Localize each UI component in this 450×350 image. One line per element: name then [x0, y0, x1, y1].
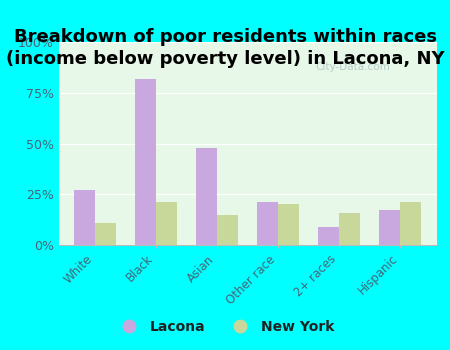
Bar	[74, 190, 95, 245]
Bar	[135, 78, 156, 245]
Bar	[378, 210, 400, 245]
Bar	[196, 148, 217, 245]
Bar	[156, 202, 177, 245]
Text: Breakdown of poor residents within races
(income below poverty level) in Lacona,: Breakdown of poor residents within races…	[6, 28, 444, 68]
Bar	[256, 202, 278, 245]
Bar	[318, 227, 339, 245]
Bar	[400, 202, 421, 245]
Legend: Lacona, New York: Lacona, New York	[110, 314, 340, 340]
Bar	[95, 223, 117, 245]
Bar	[278, 204, 299, 245]
Bar	[217, 215, 239, 245]
Text: City-Data.com: City-Data.com	[315, 62, 390, 72]
Bar	[339, 212, 360, 245]
